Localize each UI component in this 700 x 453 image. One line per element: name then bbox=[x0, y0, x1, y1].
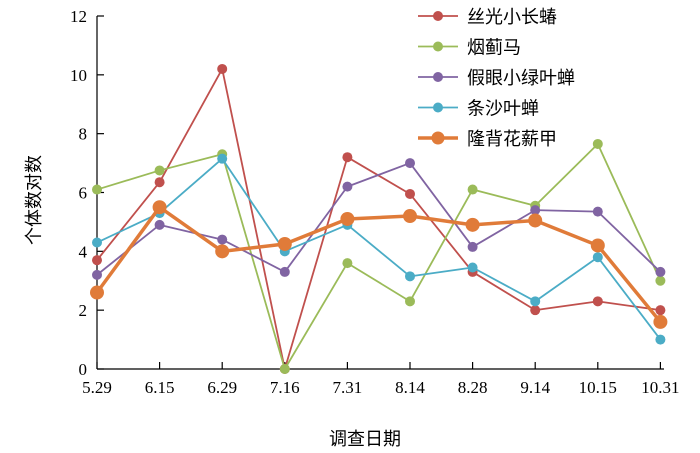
x-tick-label: 8.28 bbox=[458, 378, 488, 397]
data-point bbox=[467, 241, 478, 252]
data-point bbox=[92, 184, 102, 195]
data-point bbox=[92, 269, 102, 280]
series-line bbox=[95, 205, 662, 324]
legend-swatch-marker bbox=[431, 131, 445, 145]
data-point bbox=[90, 285, 104, 300]
legend-item: 丝光小长蝽 bbox=[418, 7, 557, 28]
y-tick-label: 10 bbox=[70, 66, 87, 85]
data-point bbox=[655, 334, 666, 345]
data-point bbox=[405, 158, 415, 169]
legend-label: 烟蓟马 bbox=[467, 38, 521, 59]
data-point bbox=[653, 314, 668, 329]
y-tick-label: 6 bbox=[79, 184, 88, 203]
data-point bbox=[530, 296, 541, 307]
x-tick-label: 5.29 bbox=[82, 378, 112, 397]
data-point bbox=[217, 234, 228, 245]
legend-item: 隆背花薪甲 bbox=[418, 129, 557, 150]
data-point bbox=[279, 364, 290, 374]
data-point bbox=[217, 63, 228, 74]
data-point bbox=[592, 206, 603, 217]
data-point bbox=[277, 236, 292, 251]
series-layer bbox=[90, 63, 668, 374]
data-point bbox=[592, 252, 603, 263]
data-point bbox=[655, 266, 666, 277]
legend-swatch-marker bbox=[433, 72, 443, 82]
x-tick-label: 7.31 bbox=[333, 378, 363, 397]
data-point bbox=[152, 200, 167, 215]
data-point bbox=[655, 305, 666, 316]
y-ticks: 0 2 4 6 8 10 12 bbox=[70, 7, 104, 379]
legend-swatch-marker bbox=[433, 11, 443, 21]
data-point bbox=[530, 205, 541, 216]
data-point bbox=[405, 188, 415, 199]
y-tick-label: 8 bbox=[79, 125, 88, 144]
legend-swatch-marker bbox=[433, 102, 443, 113]
legend-label: 假眼小绿叶蝉 bbox=[467, 68, 575, 89]
x-tick-label: 8.14 bbox=[395, 378, 425, 397]
data-point bbox=[342, 181, 353, 192]
legend-item: 烟蓟马 bbox=[418, 38, 521, 59]
series-line bbox=[96, 157, 662, 341]
x-tick-label: 6.29 bbox=[207, 378, 237, 397]
x-tick-label: 10.31 bbox=[641, 378, 679, 397]
data-point bbox=[342, 258, 353, 269]
series-5 bbox=[90, 200, 668, 329]
data-point bbox=[467, 184, 478, 195]
data-point bbox=[405, 271, 415, 282]
y-tick-label: 12 bbox=[70, 7, 87, 26]
data-point bbox=[92, 237, 102, 248]
data-point bbox=[655, 275, 666, 286]
series-4 bbox=[92, 153, 666, 345]
data-point bbox=[592, 138, 603, 149]
series-3 bbox=[92, 158, 666, 280]
data-point bbox=[467, 262, 478, 273]
y-tick-label: 4 bbox=[79, 242, 88, 261]
data-point bbox=[342, 152, 353, 163]
legend-label: 隆背花薪甲 bbox=[467, 129, 557, 150]
data-point bbox=[590, 238, 605, 253]
data-point bbox=[528, 213, 543, 228]
data-point bbox=[405, 296, 415, 307]
data-point bbox=[154, 219, 165, 230]
x-tick-label: 9.14 bbox=[520, 378, 550, 397]
legend-label: 丝光小长蝽 bbox=[467, 7, 557, 28]
data-point bbox=[340, 211, 355, 226]
data-point bbox=[592, 296, 603, 307]
series-line bbox=[96, 143, 662, 370]
y-tick-label: 0 bbox=[79, 360, 88, 379]
data-point bbox=[215, 244, 230, 259]
legend-swatch-marker bbox=[433, 41, 443, 52]
data-point bbox=[279, 266, 290, 277]
x-tick-label: 10.15 bbox=[579, 378, 617, 397]
x-axis-title: 调查日期 bbox=[329, 429, 401, 450]
data-point bbox=[465, 217, 480, 232]
x-tick-label: 7.16 bbox=[270, 378, 300, 397]
data-point bbox=[92, 255, 102, 266]
data-point bbox=[530, 305, 541, 316]
x-tick-label: 6.15 bbox=[145, 378, 175, 397]
data-point bbox=[403, 209, 417, 224]
legend-item: 假眼小绿叶蝉 bbox=[418, 68, 575, 89]
data-point bbox=[217, 153, 228, 164]
data-point bbox=[154, 165, 165, 176]
series-line bbox=[96, 162, 662, 276]
legend-item: 条沙叶蝉 bbox=[418, 99, 539, 120]
series-2 bbox=[92, 138, 666, 374]
y-axis-title: 个体数对数 bbox=[24, 155, 45, 245]
x-ticks: 5.29 6.15 6.29 7.16 7.31 8.14 8.28 9.14 10.15 10.… bbox=[82, 362, 680, 397]
legend-label: 条沙叶蝉 bbox=[467, 99, 539, 120]
data-point bbox=[154, 177, 165, 188]
y-tick-label: 2 bbox=[79, 301, 88, 320]
